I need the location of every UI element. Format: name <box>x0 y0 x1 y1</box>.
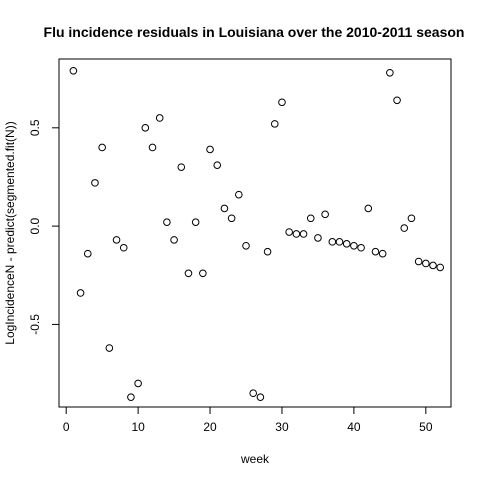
data-point <box>127 393 135 401</box>
data-point <box>134 379 142 388</box>
data-point <box>69 66 78 75</box>
data-point <box>235 190 243 199</box>
plot-frame <box>58 58 452 408</box>
data-point <box>314 234 322 242</box>
data-point <box>112 236 121 244</box>
x-axis: 0 10 20 30 40 50 <box>63 406 433 434</box>
data-point <box>299 230 308 238</box>
data-point <box>249 389 258 398</box>
chart-title: Flu incidence residuals in Louisiana ove… <box>44 24 465 40</box>
y-tick-label: -0.5 <box>28 314 42 335</box>
data-point <box>335 238 344 246</box>
data-point <box>436 263 445 272</box>
data-point <box>199 269 207 278</box>
x-tick-label: 20 <box>203 420 217 434</box>
data-point <box>98 143 106 152</box>
data-point <box>242 241 250 250</box>
data-point <box>414 257 423 266</box>
data-point <box>213 161 222 169</box>
data-point <box>306 214 315 223</box>
y-axis-label: LogIncidenceN - predict(segmented.fit(N)… <box>3 121 17 344</box>
data-point <box>285 228 293 236</box>
data-point <box>350 241 358 250</box>
data-point <box>422 259 430 268</box>
data-point <box>263 247 272 256</box>
data-point <box>292 230 301 238</box>
data-point <box>386 68 394 77</box>
data-point <box>141 124 150 132</box>
y-tick-label: 0.5 <box>28 119 42 136</box>
data-point <box>342 240 351 248</box>
data-point <box>378 249 387 258</box>
data-point <box>177 163 186 171</box>
data-point <box>220 204 229 213</box>
data-point <box>407 214 416 223</box>
data-point <box>371 247 380 256</box>
data-point <box>328 238 337 246</box>
x-axis-label: week <box>240 452 270 466</box>
data-point <box>148 143 157 152</box>
data-point <box>393 96 401 105</box>
data-point <box>163 218 171 226</box>
data-point <box>119 243 128 252</box>
data-point <box>76 289 85 297</box>
data-point <box>91 179 99 187</box>
data-point <box>364 204 373 213</box>
data-point <box>184 269 193 278</box>
x-tick-label: 10 <box>131 420 145 434</box>
data-point <box>278 98 286 107</box>
data-point <box>191 218 200 226</box>
data-point <box>357 243 365 252</box>
x-tick-label: 30 <box>275 420 289 434</box>
x-tick-label: 40 <box>347 420 361 434</box>
data-point <box>83 249 92 258</box>
data-point <box>170 236 178 244</box>
data-point <box>270 120 279 128</box>
data-point <box>429 261 437 270</box>
data-point <box>105 344 114 352</box>
x-tick-label: 0 <box>63 420 70 434</box>
data-point <box>227 214 236 223</box>
data-point <box>206 145 214 154</box>
data-point <box>400 224 409 232</box>
data-point <box>155 114 164 122</box>
data-point <box>256 393 265 401</box>
data-points <box>69 66 445 401</box>
data-point <box>321 210 329 219</box>
y-tick-label: 0.0 <box>28 217 42 234</box>
x-tick-label: 50 <box>419 420 433 434</box>
y-axis: -0.5 0.0 0.5 <box>28 119 60 335</box>
